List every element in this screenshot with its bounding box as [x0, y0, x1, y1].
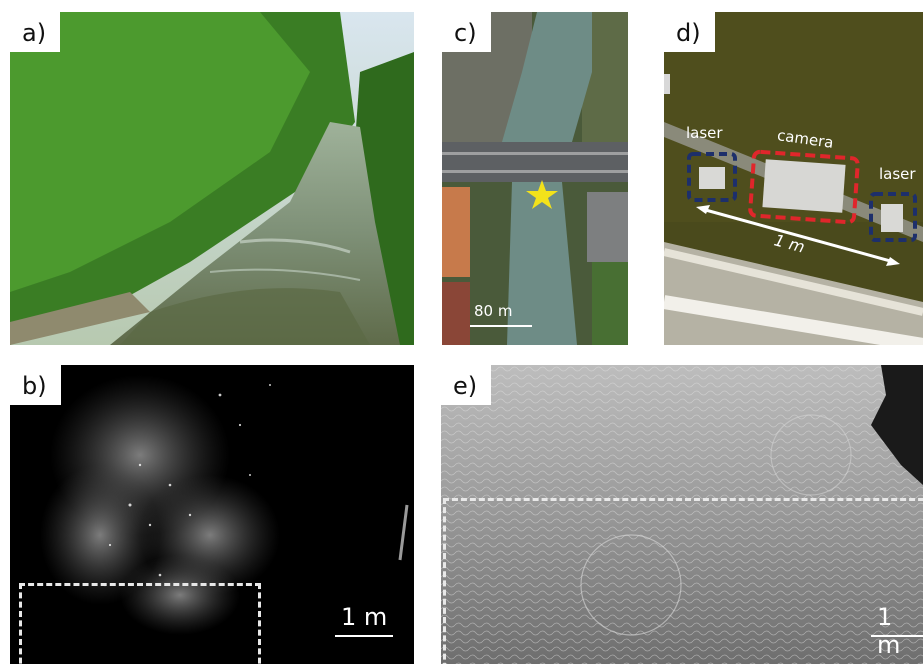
- panel-e-water-surface-image: e) 1 m: [441, 365, 923, 664]
- panel-d-equipment-photo: d) laser camera laser 1 m: [664, 12, 923, 345]
- particle-image: [10, 365, 414, 664]
- river-photo-image: [10, 12, 414, 345]
- panel-e-roi-box: [443, 498, 923, 664]
- panel-b-scale-label: 1 m: [341, 603, 388, 631]
- aerial-map-image: [442, 12, 628, 345]
- panel-b-label: b): [10, 365, 61, 405]
- panel-c-aerial-map: c) 80 m: [442, 12, 628, 345]
- star-marker-icon: [526, 180, 558, 209]
- panel-d-label: d): [664, 12, 715, 52]
- equipment-photo-image: [664, 12, 923, 345]
- map-scale-label: 80 m: [474, 302, 513, 320]
- laser-right-label: laser: [879, 165, 916, 183]
- panel-b-scale-bar: [335, 635, 393, 637]
- panel-a-river-photo: a): [10, 12, 414, 345]
- panel-e-scale-bar: [871, 635, 923, 637]
- panel-b-particle-image: b) 1 m: [10, 365, 414, 664]
- panel-b-roi-box: [19, 583, 261, 664]
- map-scale-bar: [470, 325, 532, 327]
- water-surface-image: [441, 365, 923, 664]
- panel-c-label: c): [442, 12, 491, 52]
- panel-e-label: e): [441, 365, 492, 405]
- laser-left-label: laser: [686, 124, 723, 142]
- panel-a-label: a): [10, 12, 61, 52]
- panel-e-scale-label: 1 m: [877, 603, 901, 659]
